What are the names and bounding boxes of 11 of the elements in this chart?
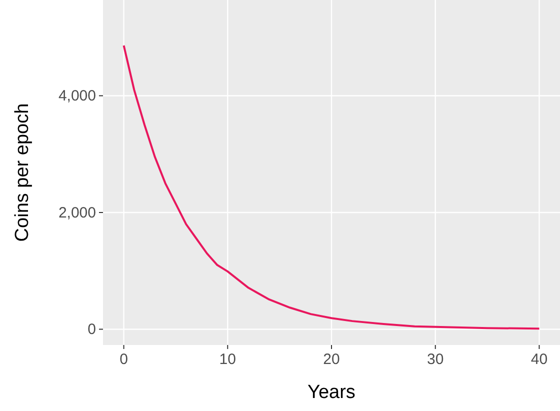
y-tick-label: 2,000 [58,204,96,222]
line-series [122,44,540,330]
x-tick-label: 20 [323,351,340,368]
y-axis-title: Coins per epoch [12,103,33,242]
y-tick-label: 0 [88,321,96,338]
x-tick-label: 30 [427,351,444,368]
x-tick-label: 0 [120,351,128,368]
x-tick-label: 40 [530,351,548,368]
x-tick-label: 10 [219,351,236,368]
x-axis-title: Years [308,382,356,403]
y-tick-label: 4,000 [58,88,96,105]
